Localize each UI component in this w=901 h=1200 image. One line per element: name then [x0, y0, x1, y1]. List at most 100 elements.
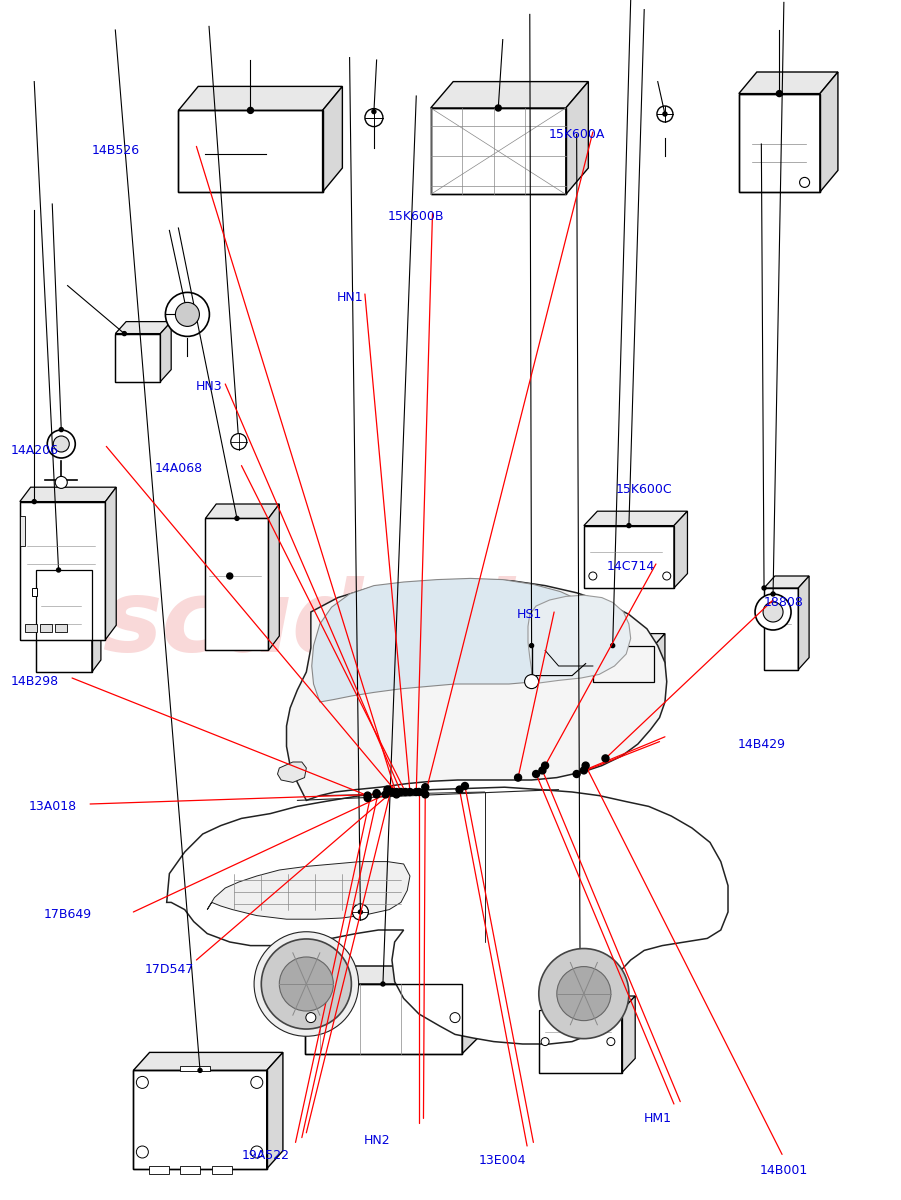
Circle shape	[381, 982, 385, 986]
Circle shape	[524, 674, 539, 689]
Polygon shape	[20, 487, 116, 502]
Bar	[180, 1166, 200, 1175]
Circle shape	[532, 770, 540, 778]
Circle shape	[530, 643, 533, 648]
Circle shape	[557, 966, 611, 1021]
Polygon shape	[268, 504, 279, 650]
Polygon shape	[267, 1052, 283, 1169]
Polygon shape	[278, 762, 306, 782]
Bar	[584, 526, 674, 588]
Bar	[764, 588, 798, 670]
Bar	[36, 570, 92, 672]
Bar	[205, 518, 268, 650]
Circle shape	[388, 788, 396, 796]
Circle shape	[384, 786, 391, 793]
Circle shape	[382, 791, 389, 798]
Polygon shape	[528, 595, 631, 684]
Bar	[55, 624, 68, 632]
Circle shape	[261, 938, 351, 1030]
Circle shape	[422, 791, 429, 798]
Circle shape	[663, 572, 670, 580]
Text: scuderia: scuderia	[102, 576, 583, 672]
Circle shape	[589, 572, 596, 580]
Polygon shape	[105, 487, 116, 640]
Text: 17D547: 17D547	[145, 964, 194, 976]
Polygon shape	[654, 634, 665, 682]
Bar	[431, 108, 566, 194]
Circle shape	[607, 1038, 614, 1045]
Bar	[739, 94, 820, 192]
Bar	[305, 984, 462, 1054]
Polygon shape	[207, 862, 410, 919]
Bar	[431, 108, 566, 194]
Circle shape	[373, 790, 380, 797]
Circle shape	[47, 430, 76, 458]
Circle shape	[402, 788, 409, 796]
Circle shape	[582, 762, 589, 769]
Circle shape	[166, 293, 209, 336]
Circle shape	[231, 433, 247, 450]
Polygon shape	[287, 580, 667, 800]
Text: 19A522: 19A522	[241, 1150, 290, 1162]
Circle shape	[250, 1076, 263, 1088]
Polygon shape	[622, 996, 635, 1073]
Text: 18808: 18808	[764, 596, 804, 608]
Circle shape	[611, 643, 614, 648]
Polygon shape	[36, 558, 101, 570]
Bar	[115, 334, 160, 382]
Bar	[32, 588, 38, 596]
Circle shape	[771, 592, 775, 596]
Bar	[584, 526, 674, 588]
Circle shape	[413, 788, 420, 796]
Bar	[133, 1070, 267, 1169]
Polygon shape	[739, 72, 838, 94]
Bar	[178, 110, 323, 192]
Polygon shape	[160, 322, 171, 382]
Bar	[20, 502, 105, 640]
Bar	[764, 588, 798, 670]
Polygon shape	[133, 1052, 283, 1070]
Circle shape	[237, 439, 241, 444]
Circle shape	[393, 791, 400, 798]
Circle shape	[580, 767, 587, 774]
Polygon shape	[764, 576, 809, 588]
Circle shape	[397, 788, 405, 796]
Bar	[539, 1010, 622, 1073]
Polygon shape	[167, 787, 728, 1044]
Circle shape	[136, 1146, 149, 1158]
Polygon shape	[323, 86, 342, 192]
Circle shape	[578, 1008, 582, 1013]
Polygon shape	[178, 86, 342, 110]
Text: 14A068: 14A068	[154, 462, 203, 474]
Circle shape	[539, 767, 546, 774]
Polygon shape	[462, 966, 480, 1054]
Circle shape	[542, 762, 549, 769]
Bar	[739, 94, 820, 192]
Circle shape	[235, 516, 239, 521]
Circle shape	[279, 956, 333, 1012]
Circle shape	[53, 436, 69, 452]
Circle shape	[406, 788, 414, 796]
Text: 15K600B: 15K600B	[388, 210, 444, 222]
Bar	[25, 624, 37, 632]
Circle shape	[542, 1038, 549, 1045]
Text: 14C714: 14C714	[606, 560, 655, 572]
Circle shape	[227, 572, 232, 578]
Polygon shape	[305, 966, 480, 984]
Polygon shape	[674, 511, 687, 588]
Circle shape	[627, 523, 631, 528]
Text: 14B298: 14B298	[10, 676, 59, 688]
Text: 17B649: 17B649	[43, 908, 92, 920]
Circle shape	[496, 104, 501, 110]
Polygon shape	[539, 996, 635, 1010]
Bar	[539, 1010, 622, 1073]
Circle shape	[755, 594, 791, 630]
Circle shape	[250, 1146, 263, 1158]
Circle shape	[365, 108, 383, 126]
Circle shape	[198, 1068, 202, 1073]
Polygon shape	[820, 72, 838, 192]
Text: HM1: HM1	[643, 1112, 672, 1124]
Bar	[149, 1166, 168, 1175]
Circle shape	[373, 791, 380, 798]
Circle shape	[539, 948, 629, 1039]
